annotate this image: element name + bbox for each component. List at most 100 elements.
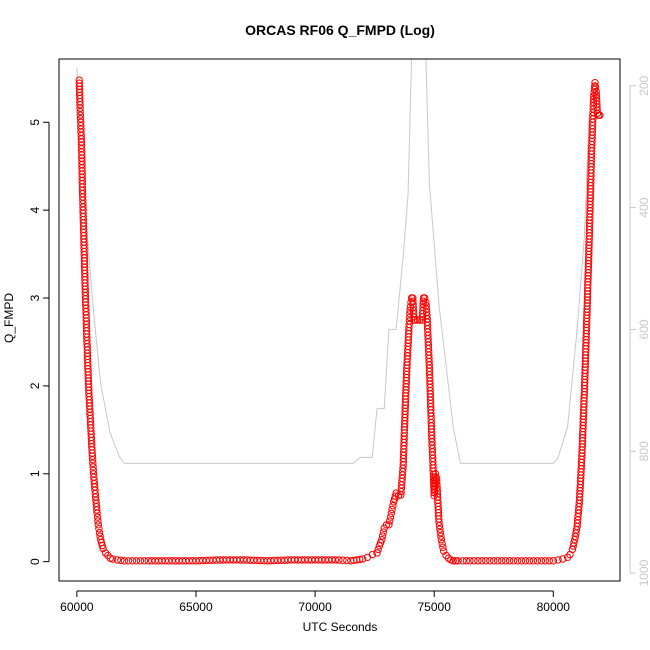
data-point	[93, 506, 101, 514]
data-point	[76, 104, 84, 112]
data-point	[391, 492, 399, 500]
y2-tick-label: 400	[637, 197, 650, 217]
data-point	[270, 556, 278, 565]
y-tick-label: 4	[28, 206, 42, 213]
data-point	[533, 557, 542, 565]
data-point	[513, 557, 522, 565]
data-point	[486, 557, 494, 565]
data-point	[438, 539, 446, 548]
data-point	[94, 517, 102, 525]
data-point	[343, 556, 351, 565]
data-point	[517, 557, 526, 565]
data-point	[509, 557, 518, 565]
data-point	[89, 459, 97, 467]
x-axis-label: UTC Seconds	[303, 620, 378, 634]
x-tick-label: 70000	[298, 600, 332, 614]
data-point	[431, 470, 440, 478]
data-point	[368, 550, 376, 559]
y-tick-label: 1	[28, 470, 42, 477]
data-point	[554, 556, 562, 564]
data-point	[549, 557, 557, 565]
data-point	[76, 111, 85, 119]
data-point	[436, 525, 444, 533]
data-point	[117, 556, 125, 564]
data-point	[165, 557, 173, 565]
data-point	[359, 555, 367, 563]
data-point	[459, 557, 467, 565]
data-point	[591, 82, 599, 90]
data-point	[525, 557, 534, 565]
q-fmpd-series	[75, 76, 604, 565]
pressure-line	[76, 59, 590, 464]
data-point	[449, 557, 457, 565]
data-point	[451, 557, 460, 565]
data-point	[521, 557, 530, 565]
data-point	[140, 557, 149, 565]
data-point	[439, 543, 447, 551]
y2-tick-label: 800	[637, 441, 650, 461]
data-point	[537, 557, 546, 565]
y2-tick-label: 200	[637, 75, 650, 95]
data-point	[502, 557, 510, 565]
data-point	[386, 513, 395, 521]
data-point	[435, 518, 443, 526]
data-point	[545, 557, 553, 565]
x-tick-label: 65000	[179, 600, 213, 614]
data-point	[94, 521, 103, 529]
data-point	[378, 536, 386, 544]
data-point	[128, 557, 137, 565]
data-point	[437, 532, 445, 540]
data-point	[405, 320, 413, 329]
data-point	[132, 557, 141, 565]
y-axis-label: Q_FMPD	[2, 293, 16, 343]
data-point	[478, 557, 486, 565]
data-point	[591, 83, 600, 91]
data-point	[386, 517, 394, 525]
data-point	[462, 557, 471, 565]
data-point	[379, 528, 388, 536]
data-point	[411, 316, 419, 324]
data-point	[431, 473, 439, 481]
data-point	[98, 541, 107, 550]
data-point	[99, 544, 107, 553]
y-tick-label: 0	[28, 558, 42, 565]
data-point	[76, 101, 84, 109]
data-point	[437, 536, 445, 544]
data-point	[436, 529, 445, 537]
data-point	[335, 556, 343, 564]
data-point	[101, 549, 110, 557]
data-point	[136, 557, 145, 565]
data-point	[466, 557, 474, 565]
data-point	[378, 532, 387, 540]
data-point	[591, 79, 599, 87]
data-point	[113, 556, 122, 564]
data-point	[440, 547, 448, 555]
y2-tick-label: 1000	[637, 559, 650, 586]
pressure-series	[76, 59, 590, 464]
data-point	[454, 557, 462, 565]
data-point	[387, 509, 395, 517]
data-point	[88, 452, 97, 460]
data-point	[494, 557, 502, 565]
data-point	[421, 294, 429, 302]
y-tick-label: 2	[28, 382, 42, 389]
data-point	[596, 111, 604, 119]
data-point	[482, 557, 490, 565]
data-point	[435, 521, 444, 530]
data-point	[490, 557, 498, 565]
data-point	[474, 557, 482, 565]
data-point	[88, 456, 97, 464]
chart-title: ORCAS RF06 Q_FMPD (Log)	[245, 22, 435, 38]
data-point	[498, 557, 506, 565]
data-point	[93, 509, 101, 517]
data-point	[405, 317, 414, 325]
data-point	[108, 555, 117, 563]
data-point	[529, 557, 538, 565]
data-point	[95, 529, 104, 537]
data-point	[273, 556, 282, 565]
data-point	[374, 545, 382, 554]
x-tick-label: 80000	[537, 600, 571, 614]
data-point	[389, 502, 397, 510]
